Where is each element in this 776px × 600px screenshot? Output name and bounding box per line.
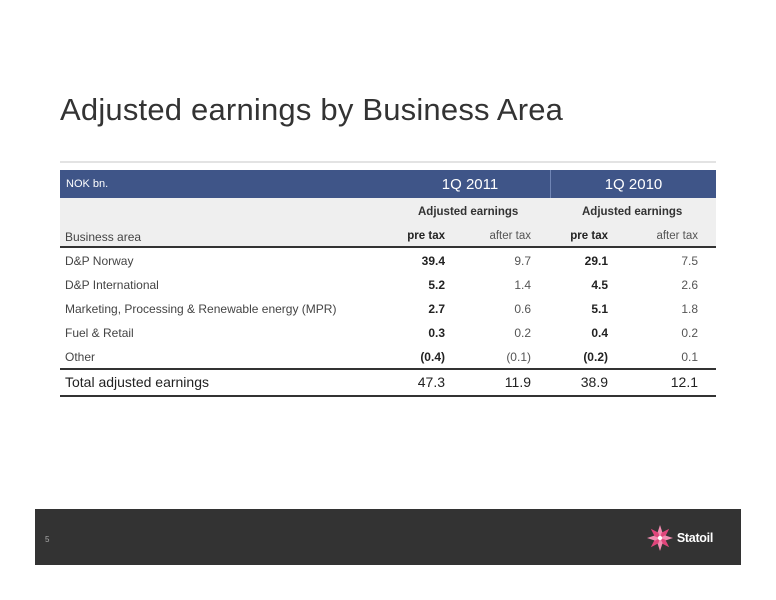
cell: (0.4): [420, 350, 445, 364]
total-cell: 12.1: [670, 374, 698, 390]
page-number: 5: [45, 535, 50, 544]
cell: 5.2: [428, 278, 445, 292]
table-row: Marketing, Processing & Renewable energy…: [60, 296, 716, 320]
col-pre-tax-2010: pre tax: [570, 230, 608, 242]
row-label: Other: [65, 350, 96, 364]
table-row: Fuel & Retail 0.3 0.2 0.4 0.2: [60, 320, 716, 344]
table-row: D&P International 5.2 1.4 4.5 2.6: [60, 272, 716, 296]
col-pre-tax-2011: pre tax: [407, 230, 445, 242]
cell: 9.7: [514, 254, 531, 268]
table-subheader: Adjusted earnings Adjusted earnings Busi…: [60, 198, 716, 248]
col-after-tax-2010: after tax: [656, 230, 698, 242]
earnings-table: NOK bn. 1Q 2011 1Q 2010 Adjusted earning…: [60, 170, 716, 397]
cell: 29.1: [584, 254, 608, 268]
row-label: D&P Norway: [65, 254, 134, 268]
cell: 1.8: [681, 302, 698, 316]
table-row: D&P Norway 39.4 9.7 29.1 7.5: [60, 248, 716, 272]
cell: 39.4: [421, 254, 445, 268]
group-label-2011: Adjusted earnings: [418, 206, 519, 218]
total-cell: 47.3: [417, 374, 445, 390]
cell: 5.1: [591, 302, 608, 316]
col-after-tax-2011: after tax: [489, 230, 531, 242]
statoil-logo: Statoil: [645, 523, 713, 553]
table-header: NOK bn. 1Q 2011 1Q 2010: [60, 170, 716, 198]
statoil-star-icon: [646, 525, 673, 551]
total-label: Total adjusted earnings: [65, 374, 209, 390]
period-1q2011: 1Q 2011: [441, 175, 499, 193]
table-row: Other (0.4) (0.1) (0.2) 0.1: [60, 344, 716, 368]
cell: 2.6: [681, 278, 698, 292]
cell: 0.3: [428, 326, 445, 340]
table-body: D&P Norway 39.4 9.7 29.1 7.5 D&P Interna…: [60, 248, 716, 368]
cell: 0.2: [514, 326, 531, 340]
group-label-2010: Adjusted earnings: [582, 206, 683, 218]
total-row: Total adjusted earnings 47.3 11.9 38.9 1…: [60, 368, 716, 397]
cell: 2.7: [428, 302, 445, 316]
cell: (0.2): [583, 350, 608, 364]
cell: 0.4: [591, 326, 608, 340]
cell: 0.6: [514, 302, 531, 316]
cell: 0.2: [681, 326, 698, 340]
cell: 7.5: [681, 254, 698, 268]
unit-label: NOK bn.: [66, 178, 109, 190]
business-area-header: Business area: [65, 230, 142, 244]
cell: (0.1): [506, 350, 531, 364]
total-cell: 11.9: [504, 374, 531, 390]
cell: 1.4: [514, 278, 531, 292]
header-divider: [550, 170, 551, 198]
row-label: Fuel & Retail: [65, 326, 134, 340]
footer-bar: 5 Statoil: [35, 509, 741, 565]
title-divider: [60, 161, 716, 163]
row-label: D&P International: [65, 278, 159, 292]
page-title: Adjusted earnings by Business Area: [60, 92, 564, 127]
cell: 4.5: [591, 278, 608, 292]
logo-wordmark: Statoil: [676, 531, 713, 545]
row-label: Marketing, Processing & Renewable energy…: [65, 302, 337, 316]
total-cell: 38.9: [580, 374, 608, 390]
cell: 0.1: [681, 350, 698, 364]
period-1q2010: 1Q 2010: [604, 175, 663, 193]
